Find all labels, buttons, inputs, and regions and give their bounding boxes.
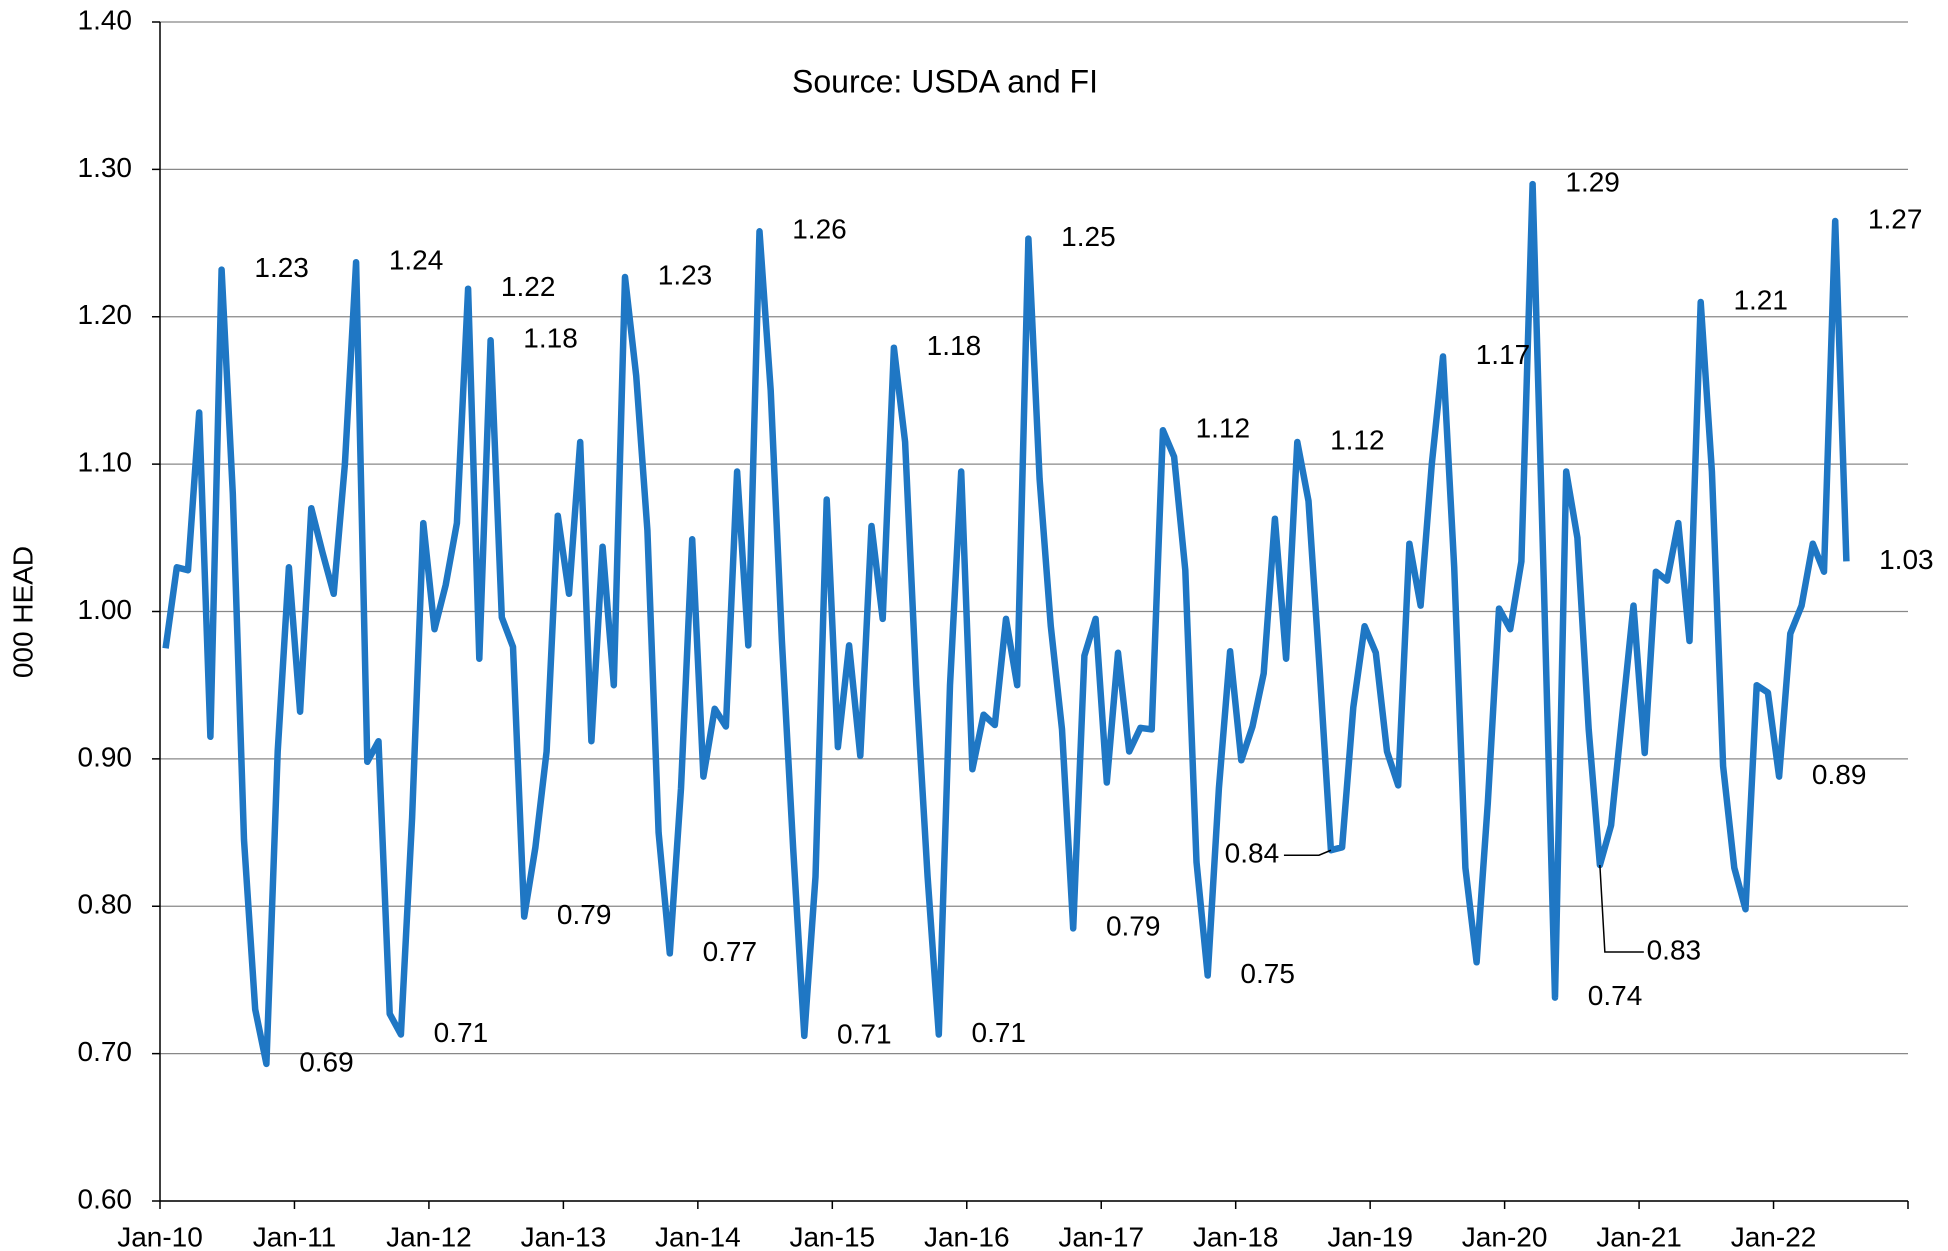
y-tick-label: 1.00 (78, 594, 133, 625)
data-label: 1.17 (1476, 339, 1531, 370)
x-tick-label: Jan-21 (1596, 1221, 1682, 1251)
leader-line (1599, 864, 1644, 953)
source-note: Source: USDA and FI (792, 63, 1098, 99)
y-axis-label: 000 HEAD (7, 546, 38, 678)
data-label: 0.75 (1240, 958, 1295, 989)
data-label: 1.24 (389, 245, 444, 276)
x-tick-label: Jan-11 (253, 1221, 337, 1251)
y-tick-label: 0.70 (78, 1036, 133, 1067)
data-label: 1.23 (658, 259, 713, 290)
y-tick-label: 0.60 (78, 1183, 133, 1214)
data-label: 0.71 (837, 1018, 892, 1049)
data-label: 1.18 (523, 323, 578, 354)
data-label: 0.79 (557, 899, 612, 930)
x-tick-label: Jan-19 (1327, 1221, 1413, 1251)
x-tick-label: Jan-17 (1058, 1221, 1144, 1251)
x-tick-label: Jan-16 (924, 1221, 1010, 1251)
data-label: 1.27 (1868, 203, 1923, 234)
y-tick-label: 1.10 (78, 447, 133, 478)
data-label: 1.03 (1879, 544, 1934, 575)
x-tick-label: Jan-15 (789, 1221, 875, 1251)
x-tick-label: Jan-18 (1193, 1221, 1279, 1251)
data-label: 1.22 (501, 271, 556, 302)
data-label: 1.12 (1330, 424, 1385, 455)
data-label: 0.77 (703, 936, 758, 967)
x-tick-label: Jan-20 (1462, 1221, 1548, 1251)
data-label: 0.71 (434, 1017, 489, 1048)
y-tick-label: 0.80 (78, 889, 133, 920)
data-label: 0.71 (972, 1017, 1027, 1048)
data-label: 1.25 (1061, 221, 1116, 252)
data-label: 0.79 (1106, 911, 1161, 942)
data-label: 0.74 (1588, 980, 1643, 1011)
leader-line (1283, 849, 1332, 856)
x-tick-label: Jan-22 (1731, 1221, 1817, 1251)
data-label: 1.12 (1196, 413, 1251, 444)
data-label: 1.23 (254, 252, 309, 283)
y-tick-label: 0.90 (78, 741, 133, 772)
y-tick-label: 1.40 (78, 4, 133, 35)
data-line (162, 180, 1850, 1068)
y-tick-label: 1.30 (78, 152, 133, 183)
data-label: 1.26 (792, 214, 847, 245)
data-label: 1.18 (927, 330, 982, 361)
data-label: 1.21 (1733, 284, 1788, 315)
data-label: 0.84 (1225, 838, 1280, 869)
x-tick-label: Jan-10 (117, 1221, 203, 1251)
data-label: 1.29 (1565, 167, 1620, 198)
x-tick-label: Jan-12 (386, 1221, 472, 1251)
data-label: 0.89 (1812, 759, 1867, 790)
x-tick-label: Jan-14 (655, 1221, 741, 1251)
x-tick-label: Jan-13 (521, 1221, 607, 1251)
data-label: 0.69 (299, 1046, 354, 1077)
data-label: 0.83 (1647, 934, 1702, 965)
y-tick-label: 1.20 (78, 299, 133, 330)
